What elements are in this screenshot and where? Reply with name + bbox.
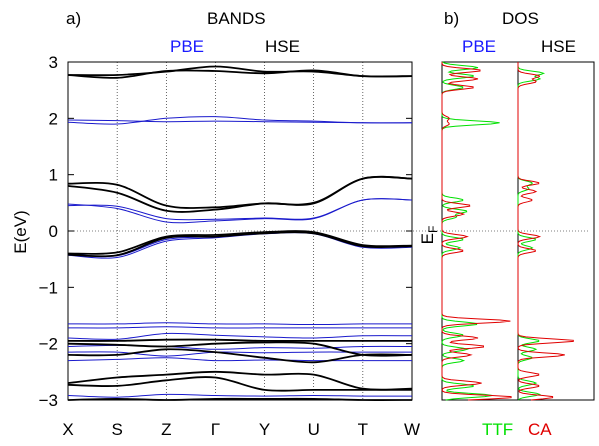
x-tick-label: X — [62, 420, 73, 439]
panel-a-label: a) — [66, 9, 81, 28]
band-line-hse — [67, 175, 413, 213]
x-tick-label: S — [111, 420, 122, 439]
y-tick-label: 1 — [49, 166, 58, 185]
dos-title: DOS — [502, 9, 539, 28]
dos-plot — [441, 61, 595, 401]
x-tick-label: U — [308, 420, 320, 439]
band-line-hse — [67, 338, 412, 342]
band-line-pbe — [67, 332, 413, 340]
x-tick-label: T — [358, 420, 368, 439]
dos-pbe-label: PBE — [462, 37, 496, 56]
y-tick-label: 0 — [49, 222, 58, 241]
bands-plot: −3 −2 −1 0 1 2 3 X S Z Γ Y U T W — [39, 53, 590, 439]
legend-ca: CA — [528, 420, 552, 439]
x-tick-label: Z — [161, 420, 171, 439]
bands-title: BANDS — [207, 9, 266, 28]
band-line-pbe — [67, 344, 413, 350]
panel-b-label: b) — [444, 9, 459, 28]
legend-ttf: TTF — [482, 420, 513, 439]
band-line-pbe — [67, 351, 412, 357]
y-tick-label: 3 — [49, 53, 58, 72]
band-line-pbe — [67, 322, 412, 325]
y-tick-label: −3 — [39, 391, 58, 410]
dos-panel-frame-hse — [517, 61, 595, 401]
bands-pbe-label: PBE — [170, 37, 204, 56]
x-tick-label: Y — [259, 420, 270, 439]
band-line-hse — [67, 370, 413, 391]
band-line-hse — [67, 348, 413, 364]
dos-curve-ca-hse — [517, 62, 574, 401]
band-line-hse — [67, 397, 413, 401]
y-axis-label: E(eV) — [11, 210, 30, 253]
band-line-hse — [67, 230, 413, 255]
fermi-label-sub: F — [426, 226, 440, 233]
y-tick-label: 2 — [49, 109, 58, 128]
band-line-pbe — [67, 357, 412, 362]
band-line-pbe — [67, 326, 412, 329]
band-line-hse — [67, 376, 412, 392]
y-tick-label: −1 — [39, 278, 58, 297]
band-line-hse — [67, 175, 413, 209]
x-tick-label: Γ — [211, 420, 220, 439]
band-line-pbe — [67, 198, 413, 224]
bands-hse-label: HSE — [265, 37, 300, 56]
band-line-hse — [67, 341, 413, 357]
y-tick-label: −2 — [39, 335, 58, 354]
dos-curve-ca-pbe — [441, 62, 512, 401]
band-line-pbe — [67, 119, 413, 124]
band-line-hse — [67, 69, 413, 79]
band-line-hse — [67, 231, 413, 258]
fermi-label: EF — [418, 226, 440, 245]
x-tick-label: W — [404, 420, 420, 439]
dos-hse-label: HSE — [541, 37, 576, 56]
fermi-label-main: E — [418, 233, 437, 244]
band-line-pbe — [67, 393, 413, 398]
